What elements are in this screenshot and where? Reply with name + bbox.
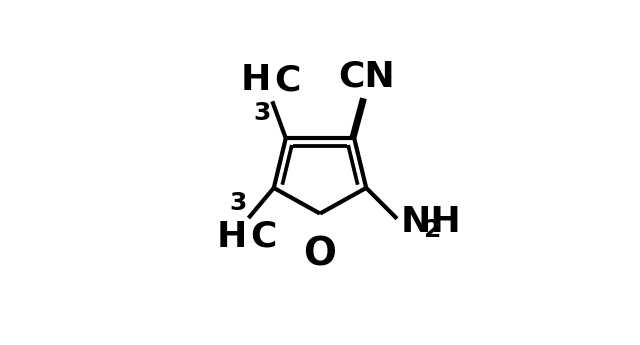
Text: 3: 3: [229, 191, 247, 215]
Text: H: H: [240, 63, 271, 97]
Text: 3: 3: [253, 101, 271, 125]
Text: O: O: [303, 236, 337, 274]
Text: H: H: [216, 220, 247, 254]
Text: CN: CN: [338, 59, 395, 93]
Text: C: C: [250, 220, 276, 254]
Text: 2: 2: [424, 218, 441, 241]
Text: NH: NH: [401, 205, 461, 239]
Text: C: C: [274, 63, 300, 97]
